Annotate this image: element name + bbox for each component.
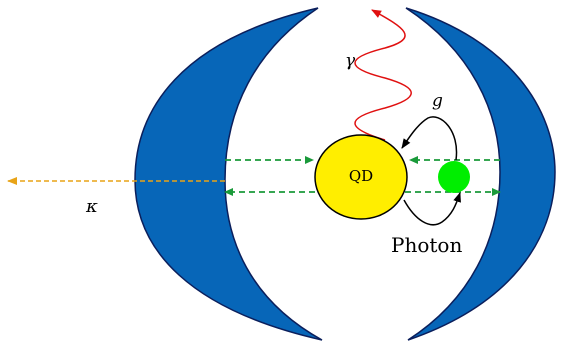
gamma-wave — [355, 10, 411, 140]
dot-label: QD — [349, 167, 373, 185]
right-mirror — [406, 8, 555, 340]
photon-dot — [438, 161, 470, 193]
left-mirror — [135, 8, 322, 340]
coupling-arrow-bottom — [404, 193, 460, 225]
coupling-arrow-top — [402, 117, 457, 160]
gamma-label: γ — [345, 51, 356, 71]
photon-label: Photon — [391, 233, 462, 257]
kappa-label: κ — [85, 196, 98, 217]
coupling-label: g — [432, 91, 443, 111]
cavity-diagram: γ g QD Photon κ — [0, 0, 587, 343]
